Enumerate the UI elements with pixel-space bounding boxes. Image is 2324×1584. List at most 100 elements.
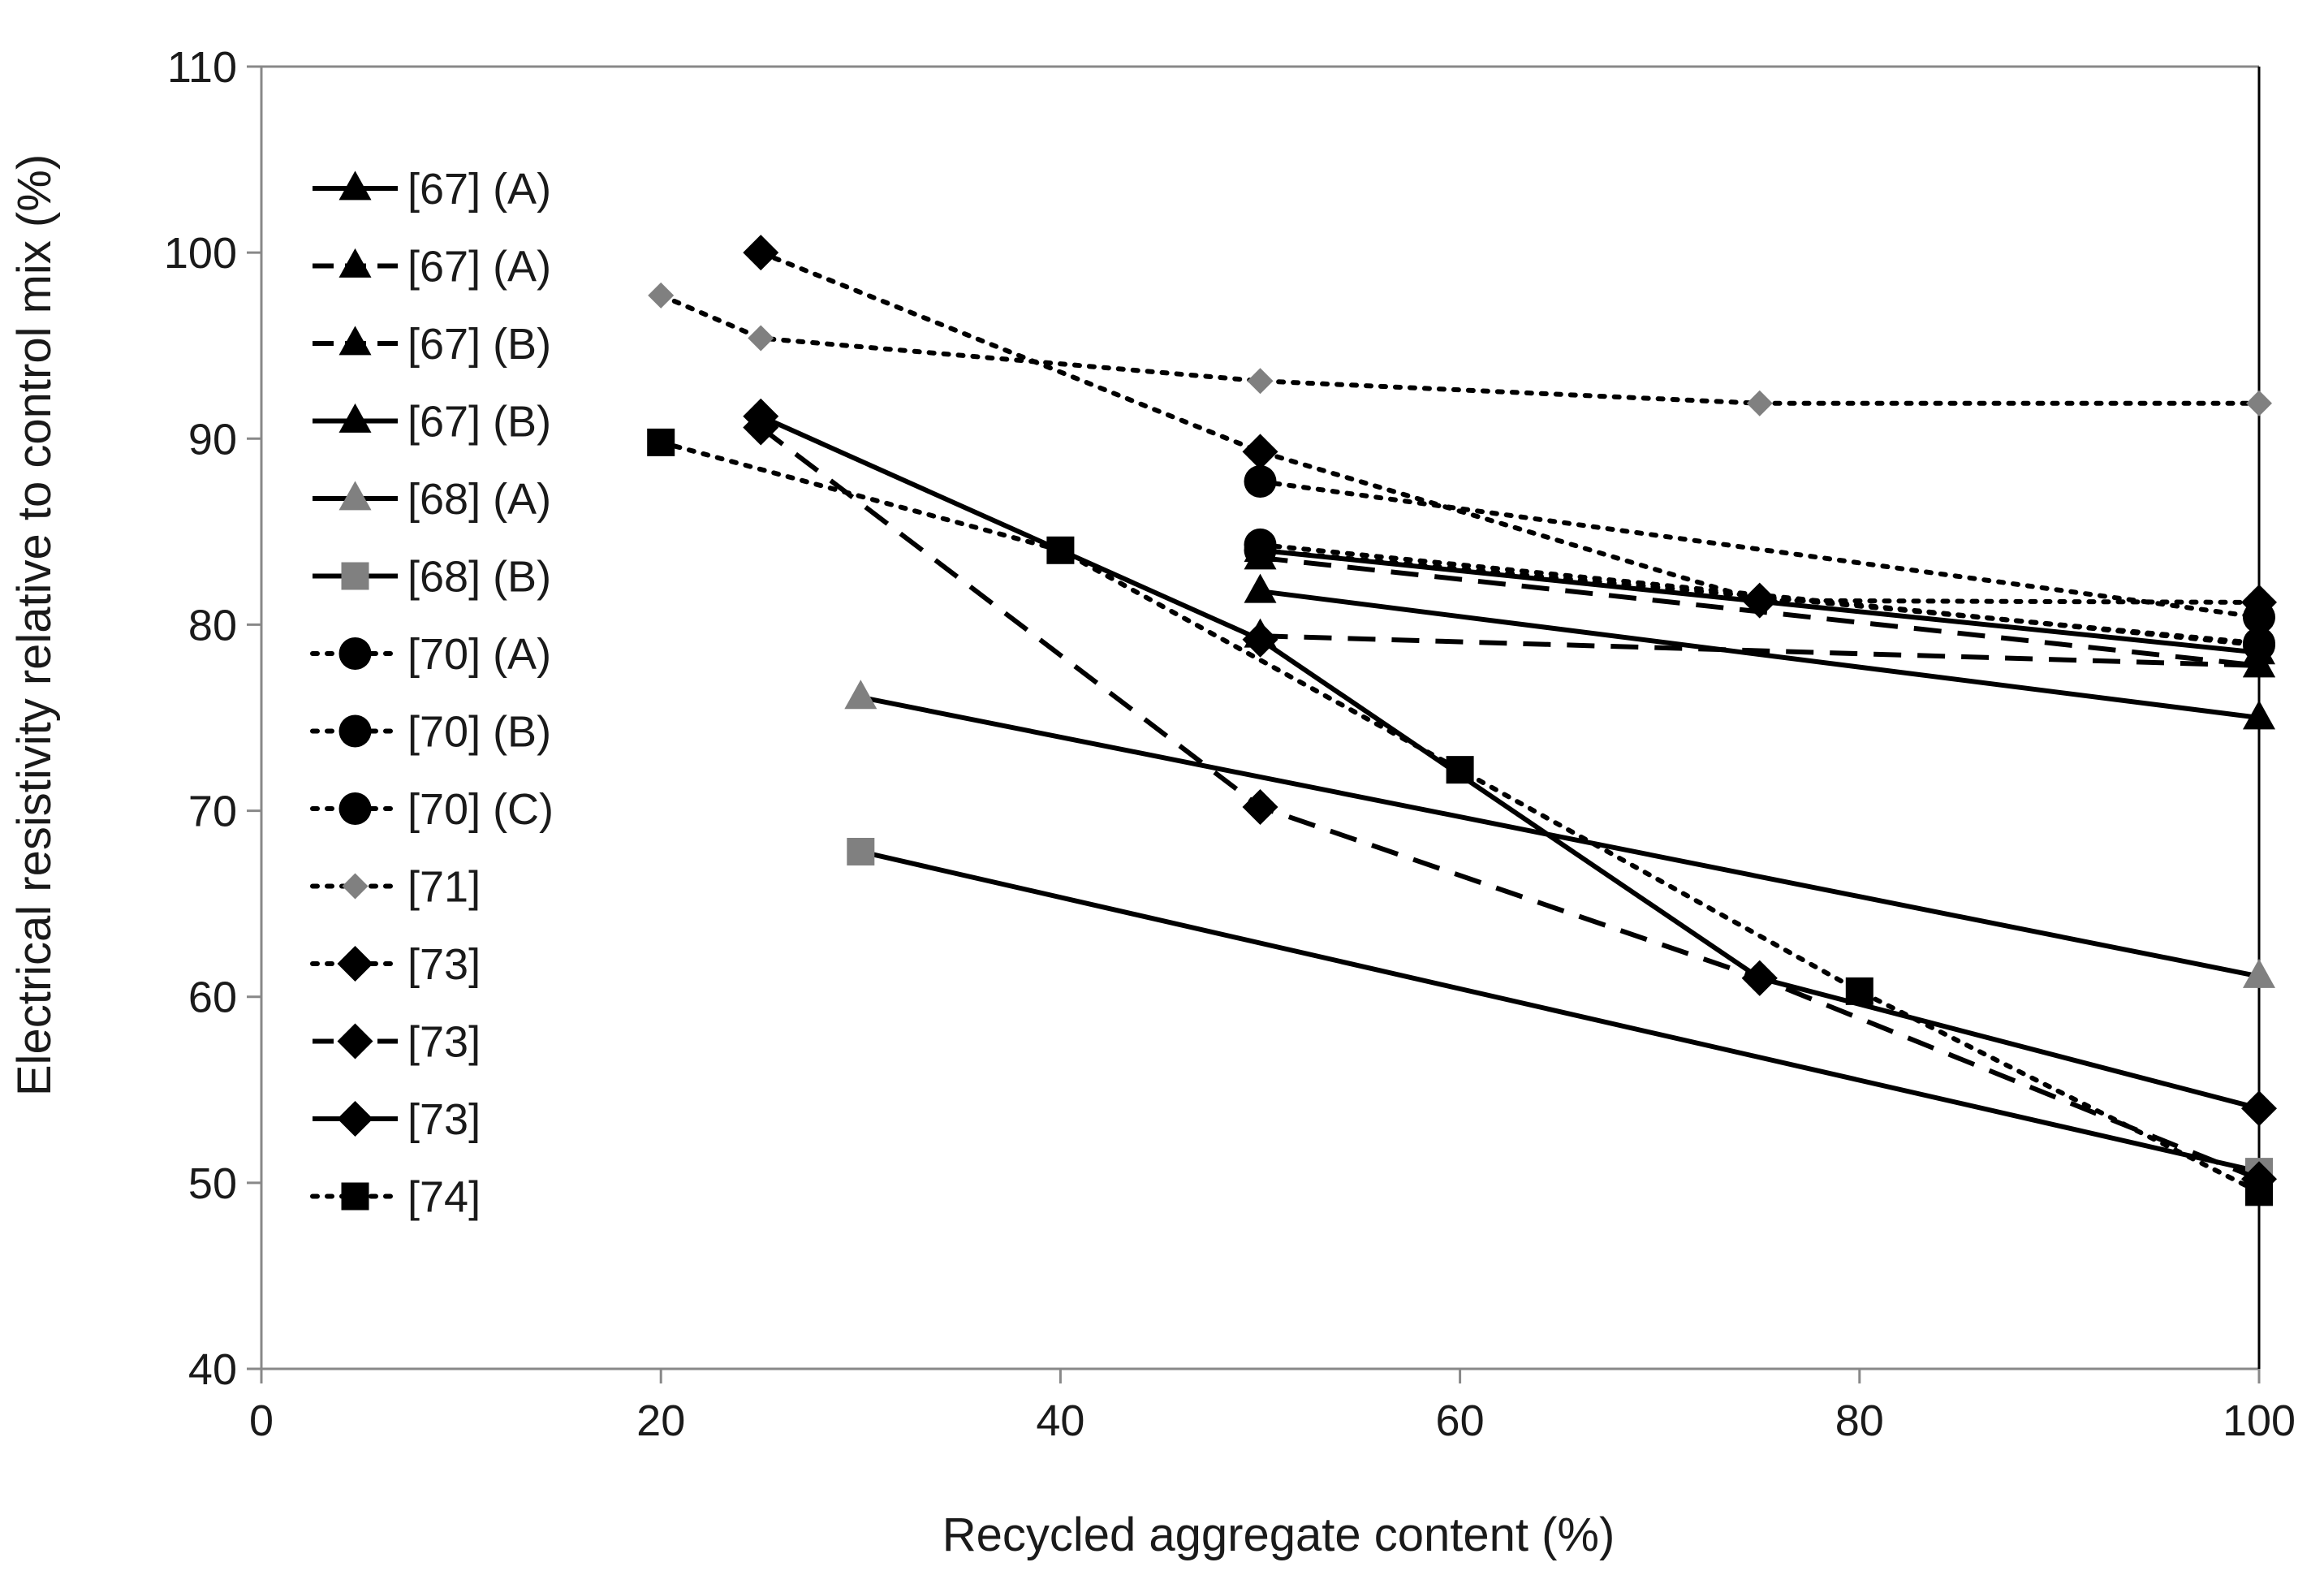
y-axis-title: Electrical resistivity relative to contr… [8,154,61,1096]
series-6 [847,837,2273,1186]
x-tick-label: 20 [636,1396,685,1445]
legend-marker [341,562,369,590]
legend-item: [68] (A) [313,475,551,524]
legend-label: [68] (B) [407,553,551,602]
legend-marker [338,170,372,201]
data-point [1244,533,1277,567]
series-line [759,425,2261,1182]
series-11 [743,235,2277,620]
data-point [1446,756,1474,784]
data-point [2245,1178,2273,1206]
plot-frame [260,65,2261,1370]
legend-marker [337,1023,373,1060]
legend-item: [67] (B) [313,398,551,447]
legend-item: [70] (A) [310,630,551,679]
legend: [67] (A) [67] (A) [67] (B) [67] (B) [68] (A)… [310,165,554,1222]
legend-label: [73] [407,940,481,989]
legend-marker [337,946,373,982]
legend-item: [67] (A) [313,165,551,214]
data-point [1244,573,1277,603]
x-tick-label: 40 [1036,1396,1084,1445]
y-tick-label: 100 [164,229,237,278]
series-line [760,414,2260,1111]
legend-marker [338,326,372,356]
y-tick-label: 70 [188,788,237,836]
y-tick-label: 60 [188,973,237,1022]
data-point [844,680,877,710]
series-line [860,694,2260,979]
legend-label: [67] (B) [407,398,551,447]
data-point [2243,627,2275,660]
series-line [1260,589,2260,720]
legend-label: [70] (C) [407,785,554,834]
legend-label: [73] [407,1018,481,1067]
legend-item: [67] (B) [313,320,551,369]
legend-marker [338,792,372,825]
legend-marker [342,873,369,900]
series-1 [1244,573,2275,730]
x-axis-title: Recycled aggregate content (%) [942,1508,1615,1561]
data-point [1741,582,1778,619]
data-point [1242,434,1278,470]
legend-marker [338,248,372,278]
series-line [658,439,2261,1195]
data-point [743,398,779,434]
series-14 [647,428,2273,1206]
series-layer [647,235,2277,1206]
series-line [860,849,2260,1175]
x-tick-label: 80 [1835,1396,1884,1445]
data-point [2243,958,2275,988]
data-point [1247,368,1274,395]
series-13 [743,398,2277,1127]
series-5 [844,680,2275,988]
legend-marker [338,637,372,670]
data-point [1242,621,1278,658]
series-2 [1244,618,2275,678]
y-tick-label: 40 [188,1345,237,1394]
y-tick-label: 90 [188,415,237,464]
data-point [1244,464,1277,498]
data-point [847,837,875,865]
legend-item: [74] [310,1173,481,1222]
series-line [1260,633,2260,668]
data-point [2241,1090,2277,1127]
legend-marker [338,714,372,748]
legend-item: [70] (C) [310,785,554,834]
legend-item: [70] (B) [310,708,551,757]
data-point [647,428,675,456]
legend-label: [71] [407,863,481,912]
legend-label: [70] (A) [407,630,551,679]
x-tick-label: 0 [249,1396,274,1445]
data-point [2246,390,2272,417]
legend-label: [68] (A) [407,475,551,524]
data-point [1746,390,1773,417]
data-point [1046,536,1075,564]
legend-label: [67] (A) [407,243,551,291]
data-point [743,235,779,271]
legend-item: [73] [310,940,481,989]
legend-item: [73] [313,1095,481,1144]
data-point [2243,700,2275,730]
data-point [2241,584,2277,620]
legend-label: [74] [407,1173,481,1222]
legend-label: [67] (B) [407,320,551,369]
data-point [1741,960,1778,996]
legend-marker [338,481,372,511]
legend-marker [341,1182,369,1211]
legend-label: [73] [407,1095,481,1144]
y-tick-label: 50 [188,1159,237,1208]
x-tick-label: 100 [2223,1396,2296,1445]
y-tick-label: 80 [188,601,237,650]
data-point [748,325,774,352]
legend-item: [73] [313,1018,481,1067]
data-point [648,282,675,309]
legend-label: [70] (B) [407,708,551,757]
data-point [1845,977,1873,1005]
legend-marker [338,403,372,433]
series-line [658,292,2261,406]
legend-label: [67] (A) [407,165,551,214]
x-tick-label: 60 [1436,1396,1485,1445]
series-10 [648,282,2272,417]
series-line [758,250,2261,605]
